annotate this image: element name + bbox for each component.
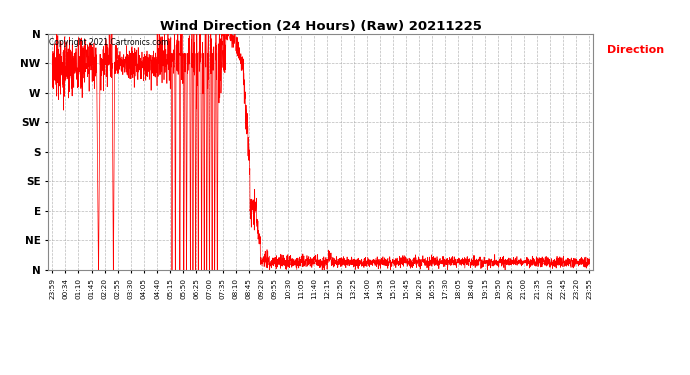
- Text: Copyright 2021 Cartronics.com: Copyright 2021 Cartronics.com: [50, 39, 169, 48]
- Title: Wind Direction (24 Hours) (Raw) 20211225: Wind Direction (24 Hours) (Raw) 20211225: [160, 20, 482, 33]
- Text: Direction: Direction: [607, 45, 664, 55]
